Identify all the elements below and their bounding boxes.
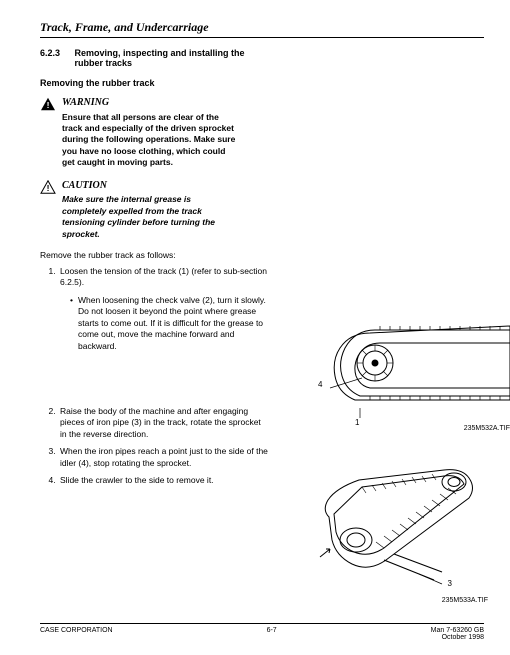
figure-2-callout-3: 3: [448, 579, 452, 588]
figure-1-illustration: [310, 318, 510, 428]
footer-center: 6-7: [267, 627, 277, 641]
footer-row: CASE CORPORATION 6-7 Man 7-63260 GB Octo…: [40, 627, 484, 641]
footer-man-code: Man 7-63260 GB: [431, 627, 484, 634]
steps-list-lower: Raise the body of the machine and after …: [40, 406, 268, 487]
warning-body: Ensure that all persons are clear of the…: [62, 112, 237, 169]
figure-1-code: 235M532A.TIF: [464, 425, 510, 432]
intro-line: Remove the rubber track as follows:: [40, 250, 250, 261]
step-1-bullets: When loosening the check valve (2), turn…: [60, 295, 268, 352]
step-4: Slide the crawler to the side to remove …: [58, 475, 268, 486]
figure-1: 4 1 235M532A.TIF: [310, 318, 510, 428]
page: Track, Frame, and Undercarriage 6.2.3 Re…: [0, 0, 510, 655]
header-rule: [40, 37, 484, 38]
section-number: 6.2.3: [40, 48, 70, 58]
footer-right: Man 7-63260 GB October 1998: [431, 627, 484, 641]
step-2: Raise the body of the machine and after …: [58, 406, 268, 440]
warning-text: WARNING Ensure that all persons are clea…: [62, 96, 237, 169]
section-title: Removing, inspecting and installing the …: [74, 48, 244, 68]
caution-text: CAUTION Make sure the internal grease is…: [62, 179, 237, 240]
caution-triangle-icon: !: [40, 180, 56, 194]
warning-block: ! WARNING Ensure that all persons are cl…: [40, 96, 484, 169]
footer-left: CASE CORPORATION: [40, 627, 113, 641]
footer-date: October 1998: [442, 634, 484, 641]
steps-list-upper: Loosen the tension of the track (1) (ref…: [40, 266, 268, 352]
step-1-bullet-1: When loosening the check valve (2), turn…: [70, 295, 268, 352]
caution-body: Make sure the internal grease is complet…: [62, 194, 237, 240]
figure-1-callout-1: 1: [355, 418, 359, 427]
step-1-text: Loosen the tension of the track (1) (ref…: [60, 266, 267, 287]
subheading-removing: Removing the rubber track: [40, 78, 484, 88]
footer-rule: [40, 623, 484, 624]
caution-label: CAUTION: [62, 179, 237, 193]
section-heading: 6.2.3 Removing, inspecting and installin…: [40, 48, 484, 68]
step-1: Loosen the tension of the track (1) (ref…: [58, 266, 268, 352]
caution-block: ! CAUTION Make sure the internal grease …: [40, 179, 484, 240]
warning-triangle-icon: !: [40, 97, 56, 111]
chapter-title: Track, Frame, and Undercarriage: [40, 20, 484, 35]
page-footer: CASE CORPORATION 6-7 Man 7-63260 GB Octo…: [40, 623, 484, 641]
svg-text:!: !: [47, 100, 50, 110]
figure-2: 3 235M533A.TIF: [314, 462, 484, 592]
figure-2-code: 235M533A.TIF: [442, 597, 488, 604]
figure-2-illustration: [314, 462, 484, 592]
svg-text:!: !: [47, 183, 50, 193]
figure-1-callout-4: 4: [318, 380, 322, 389]
step-3: When the iron pipes reach a point just t…: [58, 446, 268, 469]
warning-label: WARNING: [62, 96, 237, 110]
